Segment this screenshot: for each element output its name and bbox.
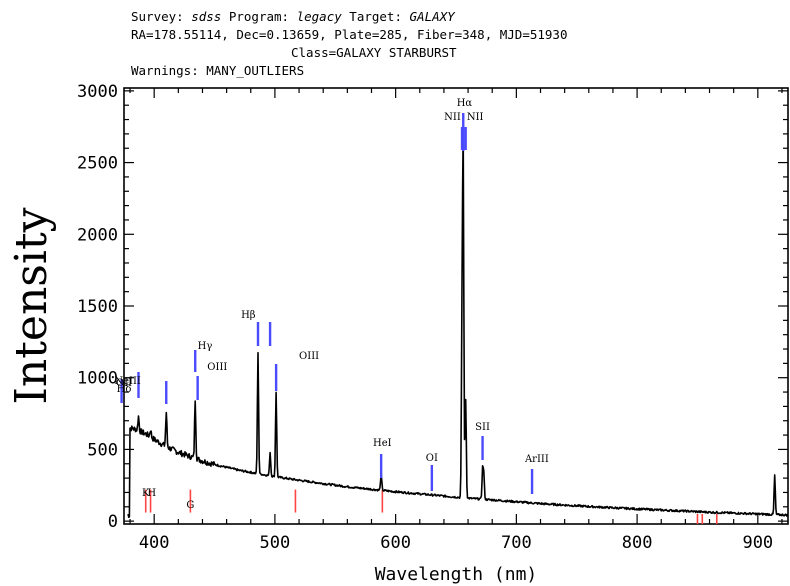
emission-line-label: HeI bbox=[373, 438, 392, 449]
x-tick-label: 800 bbox=[622, 533, 653, 553]
x-tick-label: 600 bbox=[380, 533, 411, 553]
program-label: Program: bbox=[228, 9, 290, 24]
x-tick-label: 900 bbox=[742, 533, 773, 553]
emission-line-label: Hα bbox=[457, 98, 473, 109]
emission-line-label: NII bbox=[444, 112, 461, 123]
emission-line-label: OIII bbox=[299, 351, 319, 362]
x-tick-label: 400 bbox=[139, 533, 170, 553]
emission-line-label: NeIII bbox=[114, 376, 141, 387]
target-value: GALAXY bbox=[409, 9, 455, 24]
emission-line-label: SII bbox=[475, 422, 490, 433]
survey-value: sdss bbox=[191, 9, 222, 24]
target-label: Target: bbox=[349, 9, 402, 24]
absorption-line-label: G bbox=[186, 500, 194, 511]
absorption-line-label: H bbox=[147, 488, 156, 499]
survey-line: Survey: sdss Program: legacy Target: GAL… bbox=[131, 9, 455, 24]
emission-line-label: Hβ bbox=[241, 310, 256, 321]
y-tick-label: 2500 bbox=[77, 154, 118, 174]
emission-line-label: Hγ bbox=[198, 341, 213, 352]
y-tick-label: 1500 bbox=[77, 297, 118, 317]
y-tick-label: 2000 bbox=[77, 225, 118, 245]
emission-line-label: NII bbox=[467, 112, 484, 123]
emission-line-label: OIII bbox=[207, 362, 227, 373]
coords-line: RA=178.55114, Dec=0.13659, Plate=285, Fi… bbox=[131, 27, 568, 42]
absorption-line-label: K bbox=[142, 488, 150, 499]
y-tick-label: 3000 bbox=[77, 82, 118, 102]
spectrum-header: Survey: sdss Program: legacy Target: GAL… bbox=[0, 0, 790, 86]
y-tick-label: 500 bbox=[87, 440, 118, 460]
program-value: legacy bbox=[296, 9, 342, 24]
emission-line-label: OII bbox=[116, 378, 132, 389]
warnings-line: Warnings: MANY_OUTLIERS bbox=[131, 63, 305, 78]
spectrum-line bbox=[127, 130, 789, 519]
emission-line-label: ArIII bbox=[524, 454, 549, 465]
y-tick-label: 1000 bbox=[77, 369, 118, 389]
x-tick-label: 500 bbox=[260, 533, 291, 553]
survey-label: Survey: bbox=[131, 9, 184, 24]
y-axis-label: Intensity bbox=[6, 207, 57, 404]
class-line: Class=GALAXY STARBURST bbox=[291, 45, 457, 60]
emission-line-label: OI bbox=[426, 453, 438, 464]
y-tick-label: 0 bbox=[108, 512, 118, 532]
x-axis-label: Wavelength (nm) bbox=[375, 564, 538, 585]
x-tick-label: 700 bbox=[501, 533, 532, 553]
emission-line-label: Hδ bbox=[117, 384, 132, 395]
plot-frame bbox=[123, 87, 789, 525]
